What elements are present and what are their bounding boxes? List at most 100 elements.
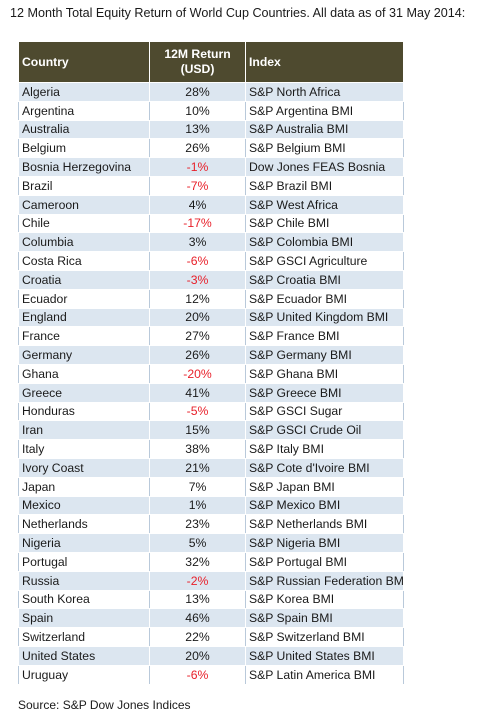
cell-return: 13% bbox=[149, 589, 246, 610]
cell-return: 4% bbox=[149, 194, 246, 215]
cell-index: S&P Japan BMI bbox=[245, 476, 404, 497]
cell-index: S&P Russian Federation BMI bbox=[245, 570, 404, 591]
cell-index: S&P Portugal BMI bbox=[245, 551, 404, 572]
cell-index: S&P Ecuador BMI bbox=[245, 288, 404, 309]
cell-return: 26% bbox=[149, 345, 246, 365]
cell-country: Australia bbox=[18, 119, 150, 140]
table-row: South Korea 13% S&P Korea BMI bbox=[18, 589, 404, 610]
cell-country: Italy bbox=[18, 439, 150, 459]
cell-return: -17% bbox=[149, 213, 246, 234]
cell-country: Brazil bbox=[18, 175, 150, 196]
cell-country: France bbox=[18, 326, 150, 347]
cell-country: Portugal bbox=[18, 551, 150, 572]
cell-country: England bbox=[18, 307, 150, 328]
table-row: Cameroon 4% S&P West Africa bbox=[18, 194, 404, 215]
cell-index: S&P Ghana BMI bbox=[245, 363, 404, 384]
cell-index: S&P Germany BMI bbox=[245, 345, 404, 365]
cell-return: 12% bbox=[149, 288, 246, 309]
cell-return: -6% bbox=[149, 664, 246, 685]
cell-return: -1% bbox=[149, 157, 246, 177]
cell-index: S&P Switzerland BMI bbox=[245, 627, 404, 647]
cell-index: S&P GSCI Agriculture bbox=[245, 251, 404, 271]
cell-return: -7% bbox=[149, 175, 246, 196]
returns-table: Country 12M Return (USD) Index Algeria 28… bbox=[18, 41, 404, 685]
cell-index: S&P Latin America BMI bbox=[245, 664, 404, 685]
table-row: Brazil -7% S&P Brazil BMI bbox=[18, 175, 404, 196]
cell-index: S&P Belgium BMI bbox=[245, 138, 404, 159]
cell-return: 46% bbox=[149, 608, 246, 629]
cell-country: Nigeria bbox=[18, 533, 150, 553]
table-row: United States 20% S&P United States BMI bbox=[18, 645, 404, 666]
cell-country: Russia bbox=[18, 570, 150, 591]
cell-return: 5% bbox=[149, 533, 246, 553]
table-body: Algeria 28% S&P North Africa Argentina 10% S&… bbox=[18, 82, 404, 685]
cell-country: Costa Rica bbox=[18, 251, 150, 271]
cell-index: S&P Chile BMI bbox=[245, 213, 404, 234]
table-row: Japan 7% S&P Japan BMI bbox=[18, 476, 404, 497]
cell-return: 15% bbox=[149, 420, 246, 441]
table-row: Spain 46% S&P Spain BMI bbox=[18, 608, 404, 629]
cell-index: S&P Brazil BMI bbox=[245, 175, 404, 196]
cell-index: Dow Jones FEAS Bosnia bbox=[245, 157, 404, 177]
table-row: France 27% S&P France BMI bbox=[18, 326, 404, 347]
cell-index: S&P Cote d'Ivoire BMI bbox=[245, 457, 404, 478]
cell-index: S&P GSCI Sugar bbox=[245, 401, 404, 422]
cell-index: S&P GSCI Crude Oil bbox=[245, 420, 404, 441]
cell-index: S&P Croatia BMI bbox=[245, 269, 404, 290]
table-row: Nigeria 5% S&P Nigeria BMI bbox=[18, 533, 404, 553]
table-row: Greece 41% S&P Greece BMI bbox=[18, 382, 404, 403]
table-row: England 20% S&P United Kingdom BMI bbox=[18, 307, 404, 328]
table-row: Mexico 1% S&P Mexico BMI bbox=[18, 495, 404, 516]
cell-country: Greece bbox=[18, 382, 150, 403]
table-row: Australia 13% S&P Australia BMI bbox=[18, 119, 404, 140]
cell-index: S&P Korea BMI bbox=[245, 589, 404, 610]
cell-return: -3% bbox=[149, 269, 246, 290]
table-row: Algeria 28% S&P North Africa bbox=[18, 82, 404, 102]
cell-country: Croatia bbox=[18, 269, 150, 290]
cell-index: S&P France BMI bbox=[245, 326, 404, 347]
header-index: Index bbox=[245, 41, 404, 83]
cell-index: S&P Nigeria BMI bbox=[245, 533, 404, 553]
cell-country: Chile bbox=[18, 213, 150, 234]
cell-return: -5% bbox=[149, 401, 246, 422]
cell-country: South Korea bbox=[18, 589, 150, 610]
table-row: Costa Rica -6% S&P GSCI Agriculture bbox=[18, 251, 404, 271]
cell-index: S&P United Kingdom BMI bbox=[245, 307, 404, 328]
cell-index: S&P United States BMI bbox=[245, 645, 404, 666]
cell-return: 22% bbox=[149, 627, 246, 647]
cell-country: Uruguay bbox=[18, 664, 150, 685]
cell-return: 28% bbox=[149, 82, 246, 102]
cell-return: 21% bbox=[149, 457, 246, 478]
cell-country: Argentina bbox=[18, 100, 150, 121]
table-row: Bosnia Herzegovina -1% Dow Jones FEAS Bosn… bbox=[18, 157, 404, 177]
cell-return: 20% bbox=[149, 307, 246, 328]
header-return: 12M Return (USD) bbox=[149, 41, 246, 83]
table-row: Iran 15% S&P GSCI Crude Oil bbox=[18, 420, 404, 441]
table-row: Argentina 10% S&P Argentina BMI bbox=[18, 100, 404, 121]
table-row: Ghana -20% S&P Ghana BMI bbox=[18, 363, 404, 384]
chart-title: 12 Month Total Equity Return of World Cu… bbox=[10, 6, 466, 20]
cell-index: S&P West Africa bbox=[245, 194, 404, 215]
table-row: Belgium 26% S&P Belgium BMI bbox=[18, 138, 404, 159]
cell-country: Belgium bbox=[18, 138, 150, 159]
cell-country: Netherlands bbox=[18, 514, 150, 535]
cell-index: S&P Colombia BMI bbox=[245, 232, 404, 253]
table-row: Portugal 32% S&P Portugal BMI bbox=[18, 551, 404, 572]
table-row: Croatia -3% S&P Croatia BMI bbox=[18, 269, 404, 290]
cell-country: Columbia bbox=[18, 232, 150, 253]
cell-return: 1% bbox=[149, 495, 246, 516]
cell-return: 3% bbox=[149, 232, 246, 253]
cell-return: 27% bbox=[149, 326, 246, 347]
cell-country: Cameroon bbox=[18, 194, 150, 215]
cell-index: S&P Italy BMI bbox=[245, 439, 404, 459]
cell-country: United States bbox=[18, 645, 150, 666]
cell-country: Switzerland bbox=[18, 627, 150, 647]
cell-return: 41% bbox=[149, 382, 246, 403]
cell-country: Bosnia Herzegovina bbox=[18, 157, 150, 177]
header-country: Country bbox=[18, 41, 150, 83]
source-note: Source: S&P Dow Jones Indices bbox=[18, 698, 191, 712]
table-row: Netherlands 23% S&P Netherlands BMI bbox=[18, 514, 404, 535]
cell-index: S&P Greece BMI bbox=[245, 382, 404, 403]
table-row: Ecuador 12% S&P Ecuador BMI bbox=[18, 288, 404, 309]
table-header: Country 12M Return (USD) Index bbox=[18, 41, 404, 83]
